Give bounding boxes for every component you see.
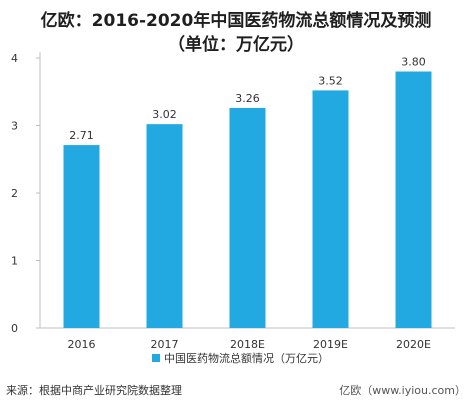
data-label-2018E: 3.26: [235, 92, 260, 105]
data-label-2017: 3.02: [152, 108, 177, 121]
source-note: 来源：根据中商产业研究院数据整理: [6, 384, 182, 397]
y-tick-label: 4: [11, 52, 18, 65]
legend-label: 中国医药物流总额情况（万亿元）: [164, 351, 329, 365]
y-tick-label: 1: [11, 255, 18, 268]
data-label-2019E: 3.52: [318, 74, 343, 87]
data-labels: 2.71 3.02 3.26 3.52 3.80: [69, 56, 426, 143]
x-axis: 2016 2017 2018E 2019E 2020E: [40, 327, 455, 351]
x-tick-label-2019E: 2019E: [313, 338, 348, 351]
y-tick-label: 0: [11, 322, 18, 335]
legend-swatch: [152, 354, 160, 362]
chart-title: 亿欧：2016-2020年中国医药物流总额情况及预测: [40, 11, 432, 31]
x-tick-label-2017: 2017: [151, 338, 179, 351]
x-tick-label-2018E: 2018E: [230, 338, 265, 351]
bar-2020E: [395, 71, 432, 328]
x-tick-label-2016: 2016: [68, 338, 96, 351]
data-label-2016: 2.71: [69, 129, 94, 142]
bar-2016: [63, 145, 100, 328]
legend: 中国医药物流总额情况（万亿元）: [152, 351, 329, 365]
chart-subtitle: （单位：万亿元）: [168, 35, 304, 55]
y-axis: 0 1 2 3 4: [11, 52, 41, 335]
data-label-2020E: 3.80: [401, 56, 426, 69]
y-tick-label: 3: [11, 120, 18, 133]
y-tick-label: 2: [11, 187, 18, 200]
bars: [63, 71, 432, 329]
bar-2019E: [312, 90, 349, 329]
bar-2018E: [229, 107, 266, 328]
bar-2017: [146, 124, 183, 329]
x-tick-label-2020E: 2020E: [396, 338, 431, 351]
watermark: 亿欧（www.iyiou.com）: [339, 384, 466, 397]
